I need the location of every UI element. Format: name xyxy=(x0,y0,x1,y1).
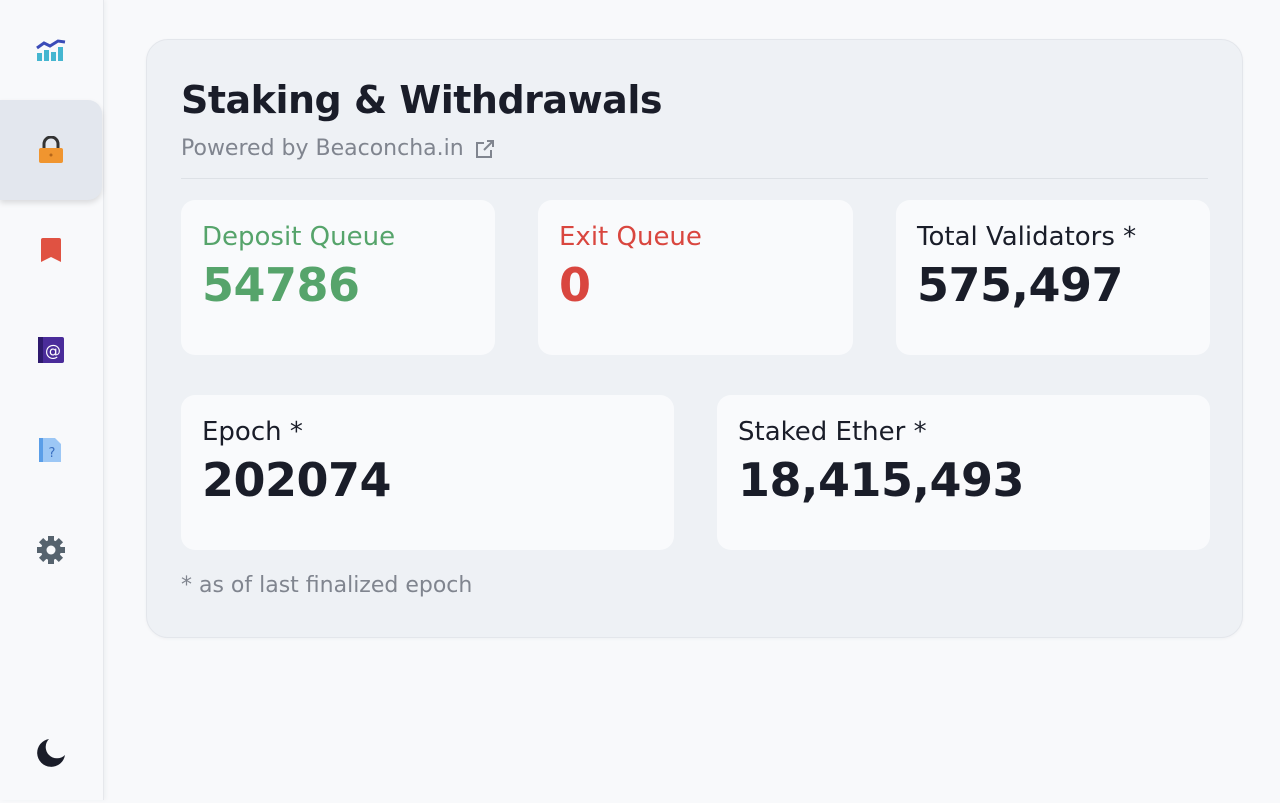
exit-queue-label: Exit Queue xyxy=(559,222,702,252)
epoch-value: 202074 xyxy=(202,453,392,507)
svg-text:@: @ xyxy=(45,341,61,360)
exit-queue-value: 0 xyxy=(559,258,591,312)
total-validators-label: Total Validators * xyxy=(917,222,1137,252)
staking-panel: Staking & Withdrawals Powered by Beaconc… xyxy=(146,39,1243,638)
deposit-queue-label: Deposit Queue xyxy=(202,222,396,252)
gear-icon xyxy=(37,536,65,564)
powered-by-link[interactable]: Powered by Beaconcha.in xyxy=(181,136,496,161)
sidebar-item-contact[interactable]: @ xyxy=(0,300,102,400)
powered-by-text: Powered by Beaconcha.in xyxy=(181,136,464,161)
sidebar-item-theme[interactable] xyxy=(0,703,102,803)
footnote: * as of last finalized epoch xyxy=(181,573,473,598)
deposit-queue-value: 54786 xyxy=(202,258,360,312)
help-doc-icon: ? xyxy=(39,438,61,462)
total-validators-card: Total Validators * 575,497 xyxy=(896,200,1210,355)
sidebar-item-staking[interactable] xyxy=(0,100,102,200)
chart-icon xyxy=(36,39,66,61)
bookmark-icon xyxy=(41,238,61,262)
divider xyxy=(181,178,1208,179)
moon-icon xyxy=(37,739,65,767)
exit-queue-card: Exit Queue 0 xyxy=(538,200,853,355)
external-link-icon xyxy=(475,139,494,158)
sidebar-item-settings[interactable] xyxy=(0,500,102,600)
svg-text:?: ? xyxy=(49,446,56,461)
lock-icon xyxy=(39,136,63,163)
total-validators-value: 575,497 xyxy=(917,258,1124,312)
epoch-label: Epoch * xyxy=(202,417,303,447)
at-icon: @ xyxy=(38,337,64,363)
staked-ether-label: Staked Ether * xyxy=(738,417,927,447)
staked-ether-card: Staked Ether * 18,415,493 xyxy=(717,395,1210,550)
staked-ether-value: 18,415,493 xyxy=(738,453,1025,507)
sidebar: @ ? xyxy=(0,0,104,800)
epoch-card: Epoch * 202074 xyxy=(181,395,674,550)
page-title: Staking & Withdrawals xyxy=(181,78,662,122)
sidebar-item-bookmarks[interactable] xyxy=(0,200,102,300)
sidebar-item-analytics[interactable] xyxy=(0,0,102,100)
sidebar-item-help[interactable]: ? xyxy=(0,400,102,500)
deposit-queue-card: Deposit Queue 54786 xyxy=(181,200,495,355)
